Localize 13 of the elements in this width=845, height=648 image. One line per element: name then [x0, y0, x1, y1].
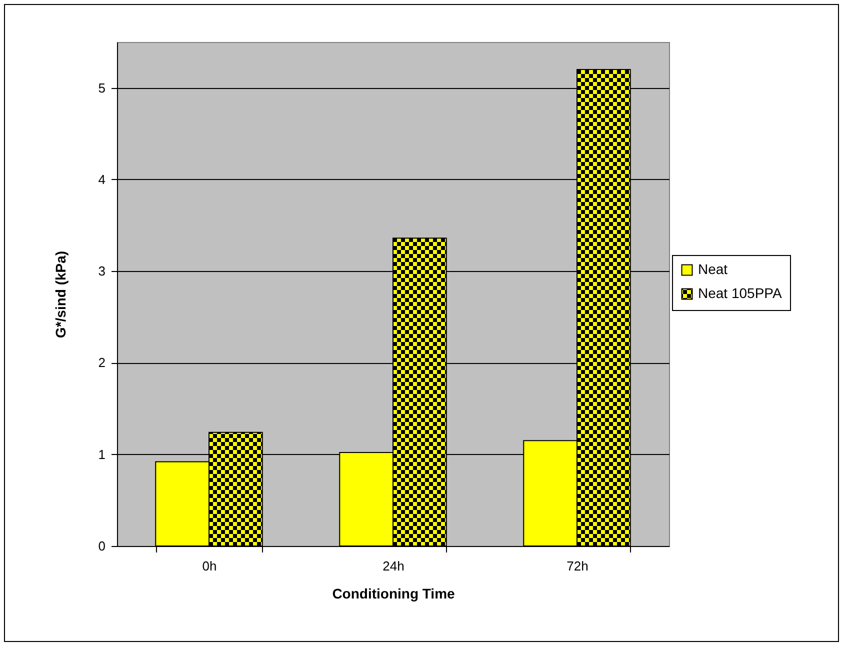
- y-tick-label: 5: [98, 80, 106, 96]
- y-tick-label: 1: [98, 446, 106, 462]
- x-axis-title: Conditioning Time: [332, 586, 456, 602]
- legend-label: Neat 105PPA: [698, 285, 782, 301]
- y-tick-label: 2: [98, 355, 106, 370]
- x-tick-label: 24h: [382, 558, 404, 574]
- y-tick-label: 3: [98, 264, 106, 279]
- legend-label: Neat: [698, 261, 728, 277]
- x-tick-label: 0h: [202, 558, 217, 574]
- y-tick-label: 4: [98, 172, 106, 187]
- y-axis-title: G*/sind (kPa): [52, 250, 68, 338]
- x-tick-label: 72h: [566, 558, 588, 574]
- y-tick-label: 0: [98, 538, 106, 554]
